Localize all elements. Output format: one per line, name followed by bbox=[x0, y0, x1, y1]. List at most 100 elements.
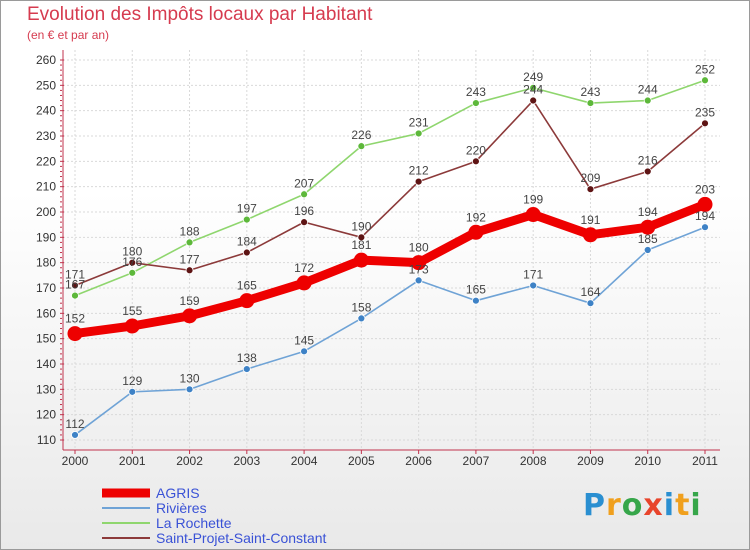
data-label-rivi-res: 129 bbox=[122, 374, 142, 388]
x-tick-label: 2008 bbox=[520, 454, 547, 468]
data-label-rivi-res: 145 bbox=[294, 333, 314, 347]
legend-label-la-rochette: La Rochette bbox=[156, 515, 232, 531]
series-line-la-rochette bbox=[74, 79, 706, 297]
data-label-la-rochette: 244 bbox=[638, 83, 658, 97]
data-point-rivi-res bbox=[414, 276, 423, 285]
data-label-la-rochette: 176 bbox=[122, 255, 142, 269]
data-point-rivi-res bbox=[357, 314, 366, 323]
y-tick-label: 200 bbox=[36, 205, 56, 219]
data-point-saint-projet-saint-constant bbox=[242, 248, 251, 257]
x-tick-label: 2007 bbox=[463, 454, 490, 468]
logo-letter: r bbox=[606, 488, 622, 523]
y-tick-label: 190 bbox=[36, 230, 56, 244]
y-tick-label: 240 bbox=[36, 104, 56, 118]
data-label-la-rochette: 226 bbox=[351, 128, 371, 142]
x-tick-label: 2010 bbox=[634, 454, 661, 468]
legend-label-saint-projet-saint-constant: Saint-Projet-Saint-Constant bbox=[156, 530, 327, 546]
data-label-la-rochette: 188 bbox=[180, 224, 200, 238]
data-label-la-rochette: 252 bbox=[695, 62, 715, 76]
data-point-saint-projet-saint-constant bbox=[701, 119, 709, 128]
data-label-rivi-res: 185 bbox=[638, 232, 658, 246]
y-tick-label: 250 bbox=[36, 78, 56, 92]
data-label-rivi-res: 158 bbox=[351, 300, 371, 314]
data-labels: 167 176 188 197 207 226 231 243 249 243 244 252 171 1… bbox=[65, 62, 715, 431]
data-label-saint-projet-saint-constant: 212 bbox=[409, 164, 429, 178]
data-point-la-rochette bbox=[414, 129, 423, 138]
data-label-rivi-res: 165 bbox=[466, 283, 486, 297]
chart-title: Evolution des Impôts locaux par Habitant bbox=[27, 4, 373, 25]
data-point-saint-projet-saint-constant bbox=[357, 233, 366, 242]
data-point-saint-projet-saint-constant bbox=[414, 177, 423, 186]
data-label-saint-projet-saint-constant: 171 bbox=[65, 267, 85, 281]
data-label-saint-projet-saint-constant: 180 bbox=[122, 245, 142, 259]
data-point-saint-projet-saint-constant bbox=[586, 185, 595, 194]
data-point-saint-projet-saint-constant bbox=[472, 157, 480, 166]
data-label-agris: 165 bbox=[237, 279, 257, 293]
data-label-saint-projet-saint-constant: 184 bbox=[237, 235, 257, 249]
data-point-saint-projet-saint-constant bbox=[643, 167, 652, 176]
data-label-agris: 181 bbox=[351, 238, 371, 252]
data-point-rivi-res bbox=[185, 385, 194, 394]
y-tick-label: 110 bbox=[37, 433, 56, 447]
data-label-rivi-res: 173 bbox=[409, 262, 429, 276]
data-point-saint-projet-saint-constant bbox=[71, 281, 79, 290]
data-point-rivi-res bbox=[701, 223, 709, 232]
data-label-saint-projet-saint-constant: 196 bbox=[294, 204, 314, 218]
data-point-agris bbox=[525, 207, 541, 223]
series-line-agris bbox=[74, 200, 707, 339]
data-point-agris bbox=[468, 224, 484, 240]
data-point-agris bbox=[182, 308, 198, 324]
data-label-la-rochette: 231 bbox=[409, 115, 429, 129]
y-tick-label: 140 bbox=[36, 357, 56, 371]
x-tick-label: 2006 bbox=[405, 454, 432, 468]
y-tick-label: 120 bbox=[36, 408, 56, 422]
x-tick-label: 2009 bbox=[577, 454, 604, 468]
data-label-agris: 194 bbox=[638, 205, 658, 219]
data-point-rivi-res bbox=[643, 246, 652, 254]
data-label-la-rochette: 197 bbox=[237, 202, 257, 216]
data-point-la-rochette bbox=[128, 268, 137, 277]
data-label-rivi-res: 164 bbox=[580, 285, 600, 299]
data-label-saint-projet-saint-constant: 190 bbox=[351, 219, 371, 233]
y-tick-label: 170 bbox=[36, 281, 56, 295]
data-point-la-rochette bbox=[529, 83, 538, 92]
data-label-agris: 191 bbox=[580, 213, 600, 227]
series-line-rivi-res bbox=[74, 226, 706, 436]
y-tick-label: 150 bbox=[36, 332, 56, 346]
data-point-la-rochette bbox=[586, 99, 595, 107]
data-label-agris: 203 bbox=[695, 182, 715, 196]
series-lines bbox=[67, 76, 713, 439]
data-label-la-rochette: 167 bbox=[65, 278, 85, 292]
legend-label-rivi-res: Rivières bbox=[156, 500, 207, 516]
grid-lines bbox=[63, 50, 720, 450]
data-label-saint-projet-saint-constant: 220 bbox=[466, 143, 486, 157]
data-point-la-rochette bbox=[701, 76, 709, 85]
x-tick-label: 2005 bbox=[348, 454, 375, 468]
logo-letter: x bbox=[643, 488, 664, 523]
data-label-rivi-res: 194 bbox=[695, 209, 715, 223]
data-point-agris bbox=[124, 318, 140, 334]
data-label-agris: 199 bbox=[523, 193, 543, 207]
logo-letter: o bbox=[621, 488, 644, 523]
axes: 110 120 130 140 150 160 170 180 190 200 210 220 230 2… bbox=[36, 50, 720, 468]
y-tick-label: 130 bbox=[36, 382, 56, 396]
data-label-agris: 152 bbox=[65, 312, 85, 326]
data-point-rivi-res bbox=[242, 365, 251, 373]
data-label-agris: 159 bbox=[180, 294, 200, 308]
logo-letter: i bbox=[690, 488, 702, 523]
data-point-agris bbox=[296, 275, 312, 291]
x-tick-label: 2001 bbox=[119, 454, 146, 468]
series-line-saint-projet-saint-constant bbox=[74, 99, 706, 287]
x-tick-label: 2000 bbox=[62, 454, 89, 468]
data-label-agris: 172 bbox=[294, 261, 314, 275]
data-label-agris: 180 bbox=[409, 241, 429, 255]
y-tick-label: 210 bbox=[36, 180, 56, 194]
data-label-agris: 155 bbox=[122, 304, 142, 318]
data-label-la-rochette: 207 bbox=[294, 176, 314, 190]
chart-subtitle: (en € et par an) bbox=[27, 28, 110, 42]
data-point-la-rochette bbox=[71, 291, 79, 300]
data-label-la-rochette: 243 bbox=[466, 85, 486, 99]
data-label-la-rochette: 249 bbox=[523, 70, 543, 84]
data-point-rivi-res bbox=[586, 299, 595, 308]
